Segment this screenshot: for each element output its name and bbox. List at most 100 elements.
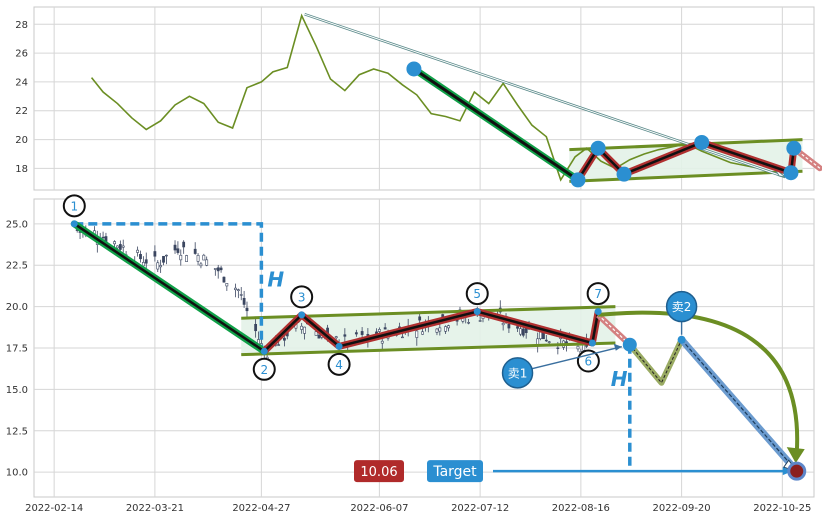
candle-body — [216, 267, 220, 272]
h-box-dashed — [74, 222, 264, 352]
pattern-label-text: 3 — [298, 290, 306, 304]
bottom-y-tick-label: 15.0 — [6, 385, 28, 396]
pattern-point-dot — [70, 220, 78, 228]
top-pattern-point — [694, 134, 710, 150]
bottom-y-tick-label: 17.5 — [6, 344, 28, 355]
candle-body — [254, 323, 258, 332]
candle-body — [401, 336, 404, 339]
x-tick-label: 2022-07-12 — [451, 503, 509, 514]
h-label-left: H — [267, 268, 284, 292]
top-y-tick-label: 18 — [15, 164, 28, 175]
target-value-box — [354, 460, 404, 483]
candle-body — [314, 331, 318, 336]
pattern-point-dot — [260, 347, 268, 355]
top-pattern-point — [616, 166, 632, 182]
candle-body — [421, 331, 424, 335]
top-pattern-point — [786, 140, 802, 156]
candle-body — [547, 341, 551, 343]
pattern-label-circle — [465, 282, 489, 306]
candle-body — [193, 248, 197, 254]
target-arc-arrowhead — [786, 447, 805, 464]
bottom-channel-lower — [241, 341, 616, 357]
top-y-tick-label: 28 — [15, 20, 28, 31]
h-label-right: H — [611, 367, 628, 391]
top-pattern-point — [406, 61, 422, 77]
candle-body — [277, 344, 281, 346]
top-pattern-point — [783, 165, 799, 181]
candle-body — [418, 316, 422, 321]
pattern-point-dot — [298, 311, 306, 319]
candle-body — [136, 249, 140, 253]
candle-body — [380, 340, 384, 344]
candle-body — [303, 326, 306, 334]
x-tick-label: 2022-10-25 — [753, 503, 811, 514]
bottom-pattern-inner — [263, 310, 600, 353]
candle-body — [245, 307, 249, 312]
pattern-label-text: 6 — [585, 355, 593, 369]
x-tick-label: 2022-06-07 — [350, 503, 408, 514]
candle-body — [317, 334, 321, 339]
pattern-label-text: 2 — [260, 363, 268, 377]
target-arc — [597, 310, 800, 454]
candle-body — [377, 329, 381, 332]
target-value-text: 10.06 — [360, 465, 397, 480]
candle-body — [176, 248, 180, 253]
candle-body — [101, 236, 105, 239]
candle-body — [121, 245, 125, 248]
candle-body — [519, 328, 522, 335]
top-price-line — [90, 13, 792, 182]
top-pattern-point — [570, 172, 586, 188]
candle-body — [164, 254, 168, 257]
bottom-y-tick-label: 10.0 — [6, 468, 28, 479]
candle-body — [242, 297, 246, 305]
candle-body — [438, 327, 442, 332]
candle-body — [199, 263, 203, 267]
candle-body — [478, 320, 482, 322]
pattern-label-circle — [290, 285, 314, 309]
proj-leg3-inner — [681, 339, 798, 472]
top-y-tick-label: 24 — [15, 77, 28, 88]
bottom-y-tick-label: 25.0 — [6, 219, 28, 230]
candle-body — [196, 255, 200, 262]
pattern-label-circle — [252, 357, 276, 381]
x-tick-label: 2022-03-21 — [126, 503, 184, 514]
candle-body — [156, 262, 160, 270]
candle-body — [343, 334, 347, 337]
x-tick-label: 2022-04-27 — [232, 503, 290, 514]
x-tick-label: 2022-08-16 — [552, 503, 610, 514]
candle-body — [521, 328, 525, 336]
target-label-text: Target — [432, 464, 477, 480]
pattern-label-text: 4 — [335, 358, 343, 372]
candle-body — [507, 323, 511, 329]
candle-body — [539, 331, 542, 340]
candle-body — [467, 322, 471, 324]
candle-body — [516, 326, 519, 329]
candle-body — [113, 241, 116, 245]
sell1-bubble — [501, 357, 534, 389]
target-label-box — [427, 460, 483, 483]
candle-body — [501, 322, 505, 326]
candle-body — [116, 245, 119, 249]
pattern-label-circle — [62, 194, 86, 218]
candle-body — [144, 259, 148, 264]
candle-body — [283, 337, 286, 341]
bottom-y-tick-label: 22.5 — [6, 261, 28, 272]
candle-body — [544, 339, 548, 342]
candle-body — [300, 325, 304, 330]
candle-body — [239, 294, 243, 296]
pattern-label-text: 1 — [70, 199, 78, 213]
top-downtrend-inner — [412, 67, 580, 182]
pattern-label-circle — [586, 282, 610, 306]
pattern-point-dot — [588, 339, 596, 347]
proj-leg1-inner — [597, 314, 631, 346]
candle-body — [236, 289, 240, 291]
candle-body — [360, 331, 364, 335]
candle-body — [447, 325, 450, 329]
pattern-label-text: 7 — [594, 287, 602, 301]
candle-body — [182, 241, 186, 248]
sell2-bubble-text: 卖2 — [672, 300, 692, 314]
candle-body — [118, 244, 122, 250]
top-y-tick-label: 26 — [15, 49, 28, 60]
